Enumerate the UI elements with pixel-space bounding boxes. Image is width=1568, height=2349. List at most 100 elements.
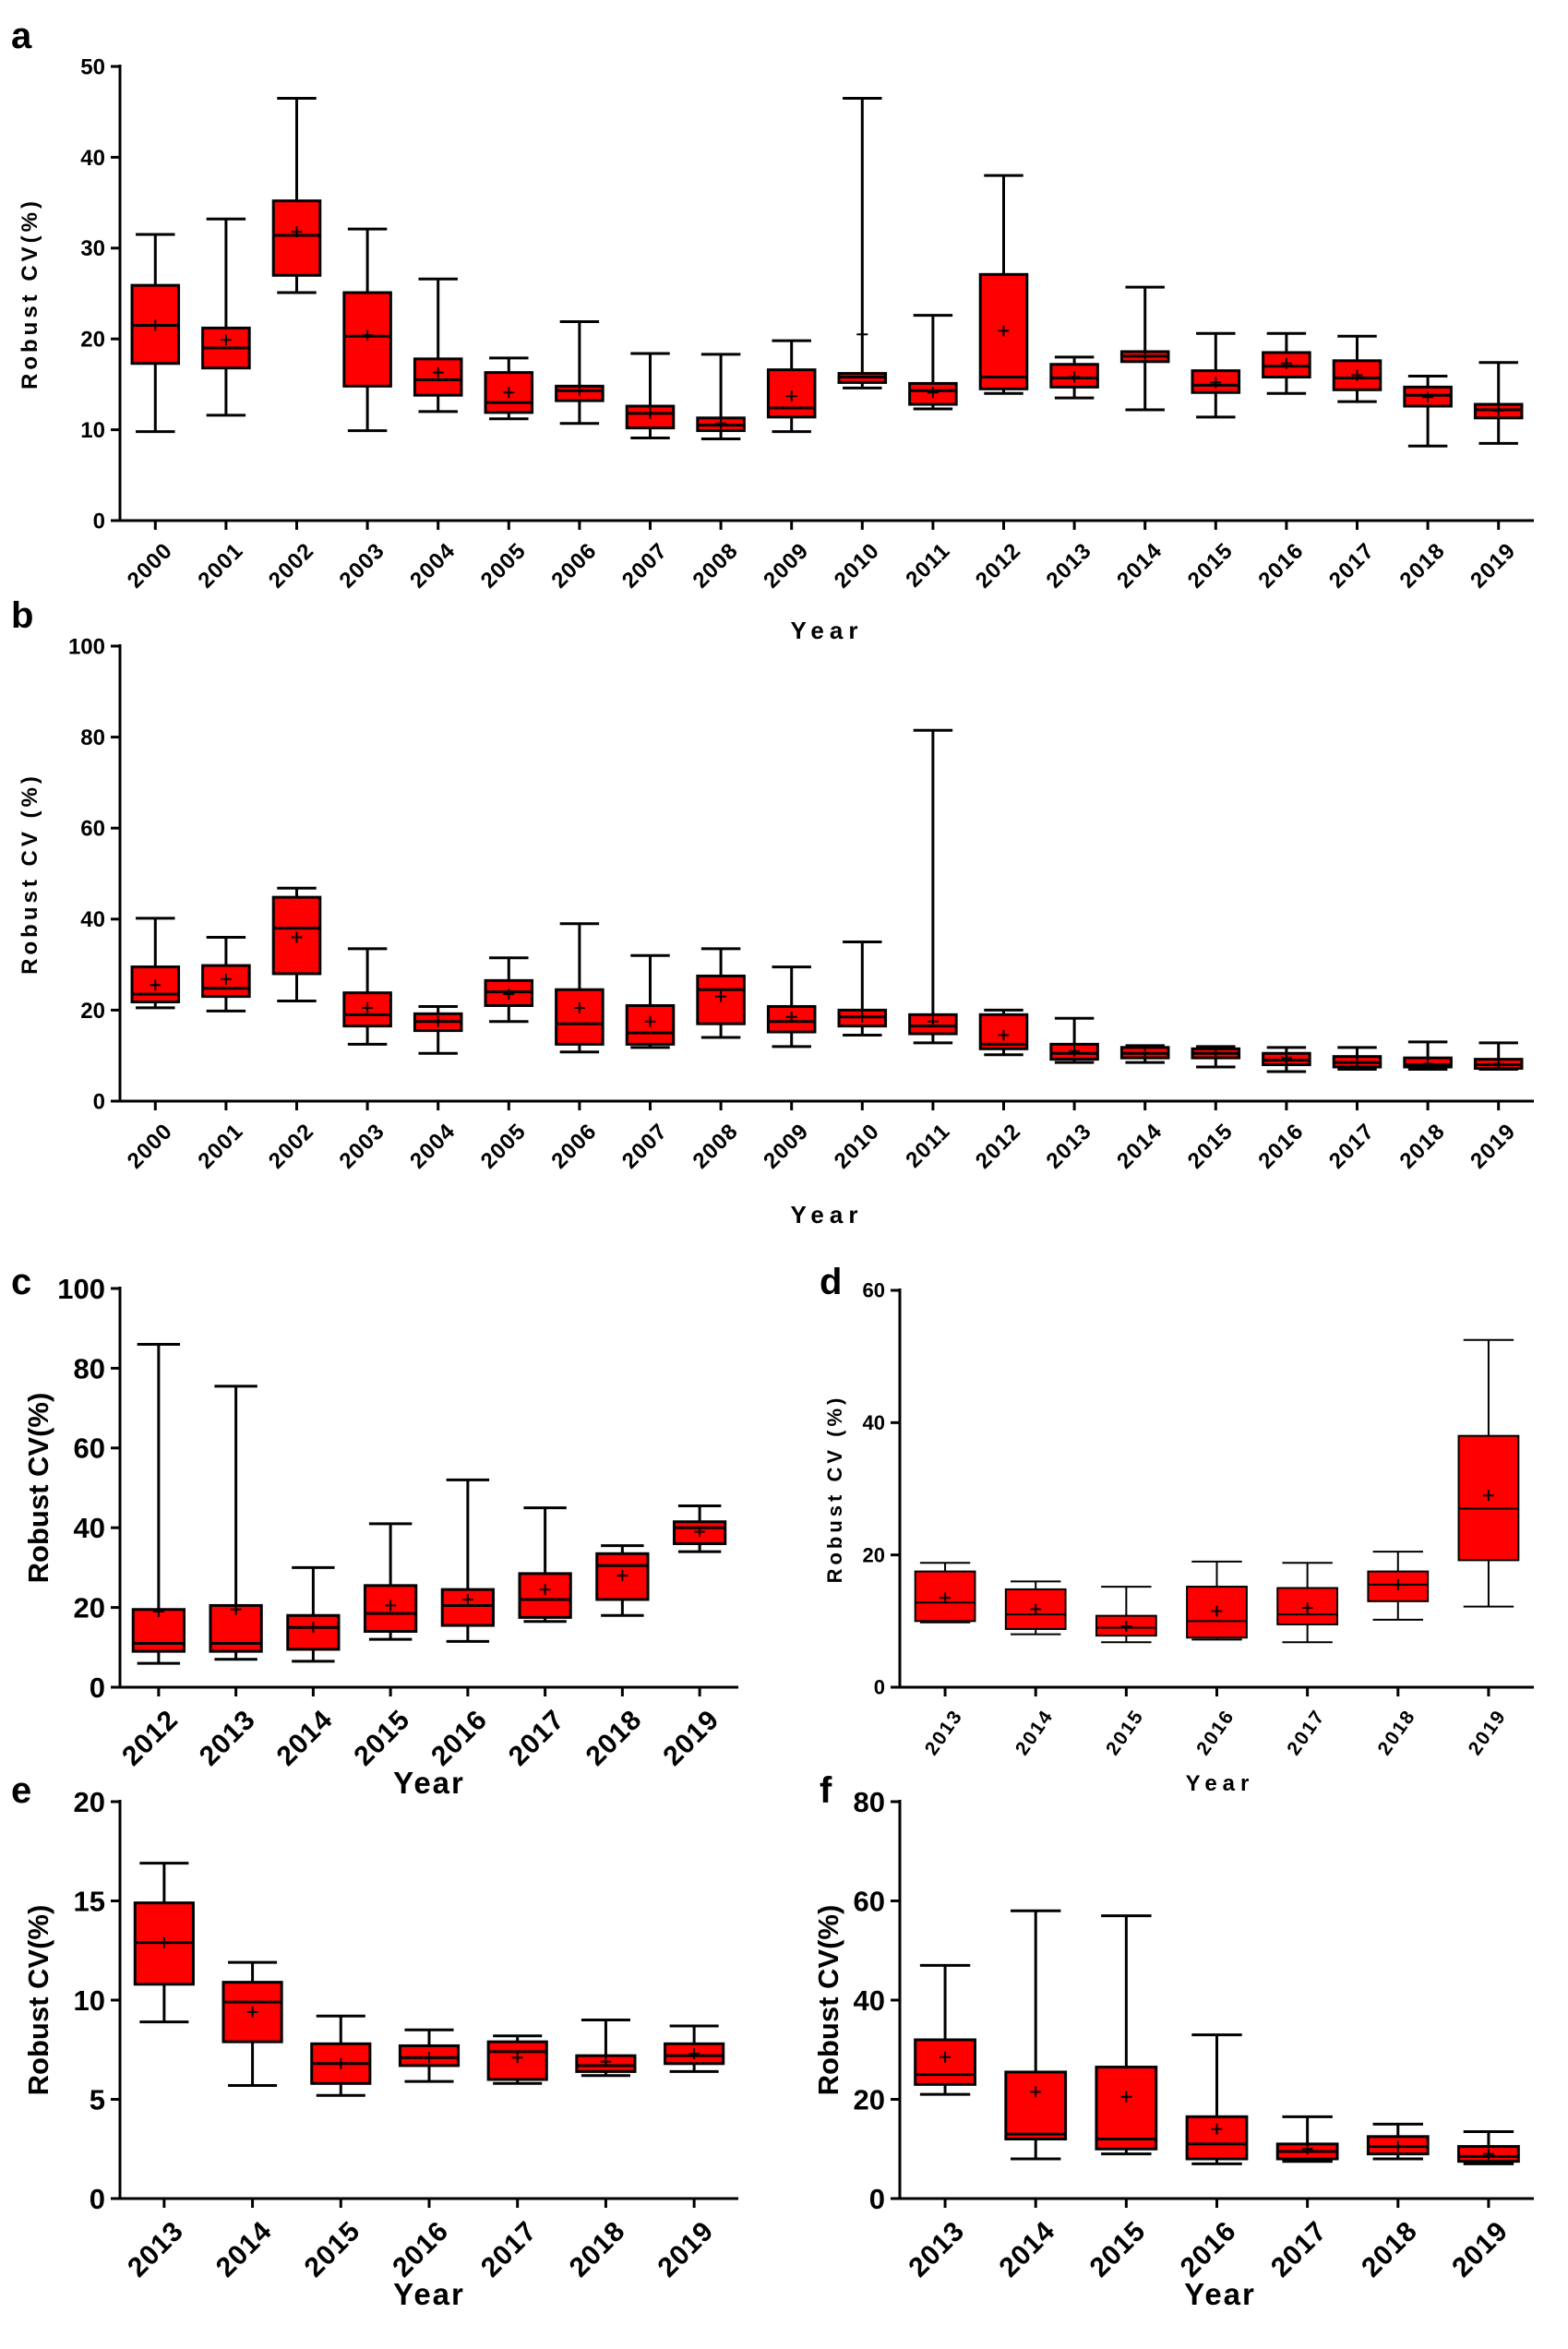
x-axis-title: Year: [393, 2277, 465, 2311]
x-tick-label: 2013: [1042, 1119, 1097, 1174]
box-iqr: [1004, 2070, 1068, 2140]
x-tick-label: 2006: [546, 1119, 602, 1174]
x-tick-label: 2019: [652, 2215, 719, 2283]
y-tick-label: 40: [80, 907, 105, 932]
x-tick-label: 2007: [617, 538, 673, 593]
y-tick-label: 15: [74, 1885, 105, 1917]
box-2007: [625, 352, 676, 439]
box-iqr: [1095, 2066, 1158, 2151]
box-iqr: [1185, 2115, 1249, 2161]
box-2002: [271, 886, 322, 1003]
x-tick-label: 2016: [387, 2215, 454, 2283]
box-2000: [130, 917, 181, 1010]
x-tick-label: 2016: [425, 1704, 493, 1771]
box-2016: [440, 1478, 496, 1643]
x-tick-label: 2017: [1283, 1706, 1329, 1759]
x-tick-label: 2014: [994, 2215, 1061, 2283]
box-2015: [310, 2014, 372, 2097]
x-tick-label: 2016: [1253, 538, 1309, 593]
x-tick-label: 2015: [299, 2215, 366, 2283]
y-tick-label: 100: [57, 1273, 105, 1305]
x-tick-label: 2015: [1183, 1119, 1239, 1174]
box-2006: [555, 320, 604, 425]
x-tick-label: 2010: [830, 1119, 885, 1174]
x-tick-label: 2013: [903, 2215, 970, 2283]
box-2017: [1275, 2115, 1339, 2163]
y-axis-title: Robust CV(%): [18, 198, 42, 390]
box-2019: [1473, 361, 1524, 445]
box-2014: [1119, 285, 1170, 412]
y-axis-title: Robust CV (%): [823, 1395, 846, 1584]
box-iqr: [518, 1572, 572, 1619]
x-tick-label: 2010: [830, 538, 885, 593]
y-tick-label: 20: [80, 328, 105, 353]
box-2014: [221, 1960, 283, 2087]
y-tick-label: 10: [80, 418, 105, 443]
y-tick-label: 60: [854, 1885, 885, 1917]
box-2008: [696, 947, 746, 1039]
box-2019: [1457, 2129, 1520, 2165]
x-tick-label: 2019: [1446, 2215, 1514, 2283]
x-tick-label: 2004: [405, 538, 461, 593]
box-2013: [1049, 355, 1099, 400]
box-2014: [286, 1565, 341, 1663]
box-2003: [342, 947, 392, 1046]
x-tick-label: 2008: [688, 1119, 744, 1174]
box-2017: [1276, 1562, 1339, 1644]
y-tick-label: 80: [854, 1786, 885, 1818]
panel-label-f: f: [820, 1770, 832, 1811]
box-iqr: [271, 199, 322, 277]
box-2018: [575, 2019, 637, 2078]
box-2014: [1004, 1909, 1068, 2161]
y-tick-label: 0: [90, 2183, 105, 2215]
panel-label-d: d: [820, 1262, 842, 1302]
x-tick-label: 2013: [921, 1706, 967, 1759]
box-2000: [130, 233, 181, 434]
y-tick-label: 30: [80, 236, 105, 261]
box-2010: [837, 940, 888, 1037]
y-tick-label: 40: [863, 1411, 885, 1434]
x-tick-label: 2018: [1356, 2215, 1423, 2283]
x-tick-label: 2013: [122, 2215, 189, 2283]
box-2010: [837, 96, 888, 390]
x-tick-label: 2013: [1042, 538, 1097, 593]
x-tick-label: 2005: [476, 538, 532, 593]
box-2012: [978, 1008, 1029, 1057]
y-axis-title: Robust CV(%): [812, 1905, 844, 2096]
x-tick-label: 2014: [1011, 1706, 1058, 1759]
x-axis-title: Year: [393, 1766, 465, 1800]
x-tick-label: 2014: [1112, 538, 1167, 593]
x-tick-label: 2014: [1112, 1119, 1167, 1174]
box-2013: [914, 1963, 976, 2096]
x-tick-label: 2019: [1466, 1119, 1521, 1174]
y-tick-label: 40: [80, 146, 105, 171]
x-tick-label: 2018: [1373, 1706, 1419, 1759]
box-2019: [1457, 1338, 1520, 1608]
box-2013: [914, 1562, 976, 1624]
box-2015: [1095, 1586, 1157, 1644]
x-tick-label: 2006: [546, 538, 602, 593]
y-tick-label: 40: [74, 1512, 105, 1544]
box-2005: [484, 956, 534, 1024]
x-tick-label: 2012: [971, 1119, 1026, 1174]
box-2007: [625, 953, 676, 1049]
x-tick-label: 2012: [971, 538, 1026, 593]
x-tick-label: 2002: [264, 538, 319, 593]
box-2017: [518, 1506, 572, 1624]
chart-e: 0 5 10 15 20 Robust CV(%) 2013 2014 2015 2016 2017…: [22, 1786, 738, 2311]
box-2014: [1119, 1044, 1170, 1064]
box-2002: [271, 96, 322, 294]
box-2016: [1262, 331, 1311, 395]
x-axis-title: Year: [1186, 1771, 1255, 1796]
y-tick-label: 0: [869, 2183, 885, 2215]
y-tick-label: 80: [74, 1352, 105, 1384]
x-tick-label: 2011: [901, 1119, 955, 1173]
y-tick-label: 60: [863, 1279, 885, 1302]
box-2013: [209, 1384, 263, 1661]
x-tick-label: 2009: [759, 1119, 814, 1174]
x-tick-label: 2017: [1324, 538, 1380, 593]
panel-label-b: b: [11, 595, 33, 636]
x-tick-label: 2000: [123, 538, 178, 593]
x-axis-title: Year: [791, 617, 864, 644]
